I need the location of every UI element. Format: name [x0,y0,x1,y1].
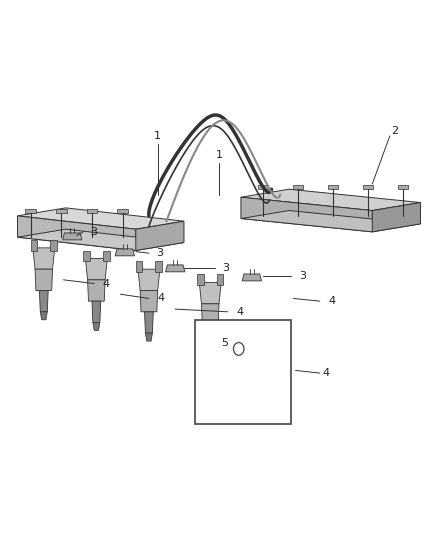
Polygon shape [56,209,67,213]
Text: 5: 5 [221,338,228,348]
Polygon shape [87,209,97,213]
Polygon shape [235,386,243,405]
Polygon shape [35,269,53,290]
Polygon shape [166,265,185,272]
Polygon shape [33,248,55,269]
Polygon shape [25,209,36,213]
Polygon shape [18,216,136,251]
Polygon shape [228,343,233,352]
Polygon shape [39,290,48,312]
Polygon shape [92,301,101,322]
Text: 3: 3 [91,227,98,237]
Text: 4: 4 [103,279,110,288]
Polygon shape [207,346,214,354]
Polygon shape [217,274,223,285]
Polygon shape [241,197,372,232]
Bar [195,320,291,424]
Polygon shape [241,189,420,211]
Text: 4: 4 [237,307,244,317]
Text: 1: 1 [154,131,161,141]
Polygon shape [63,233,82,240]
Polygon shape [293,185,303,189]
Polygon shape [93,322,100,330]
Polygon shape [40,312,47,320]
Polygon shape [372,203,420,232]
Polygon shape [136,221,184,251]
Polygon shape [136,261,142,272]
Polygon shape [88,280,105,301]
Text: 1: 1 [215,150,223,159]
Polygon shape [230,350,248,368]
Polygon shape [199,282,221,304]
Polygon shape [155,261,162,272]
Polygon shape [197,274,204,285]
Text: 4: 4 [158,294,165,303]
Polygon shape [83,251,90,261]
Polygon shape [258,185,268,189]
Polygon shape [328,185,338,189]
Polygon shape [201,304,219,325]
Text: 3: 3 [222,263,229,272]
Polygon shape [103,251,110,261]
Polygon shape [206,325,215,346]
Polygon shape [241,211,420,232]
Polygon shape [145,333,152,341]
Polygon shape [31,240,37,251]
Text: 3: 3 [156,248,163,258]
Polygon shape [117,209,128,213]
Text: 2: 2 [391,126,398,135]
Polygon shape [145,312,153,333]
Polygon shape [236,405,242,411]
Text: 4: 4 [323,368,330,378]
Polygon shape [242,274,261,281]
Polygon shape [140,290,158,312]
Polygon shape [18,208,184,229]
Polygon shape [115,249,134,256]
Text: 4: 4 [328,296,336,306]
Text: 3: 3 [299,271,306,281]
Polygon shape [231,368,246,386]
Polygon shape [138,269,160,290]
Polygon shape [244,343,250,352]
Polygon shape [363,185,373,189]
Polygon shape [85,259,107,280]
Polygon shape [18,229,184,251]
Polygon shape [50,240,57,251]
Polygon shape [398,185,408,189]
